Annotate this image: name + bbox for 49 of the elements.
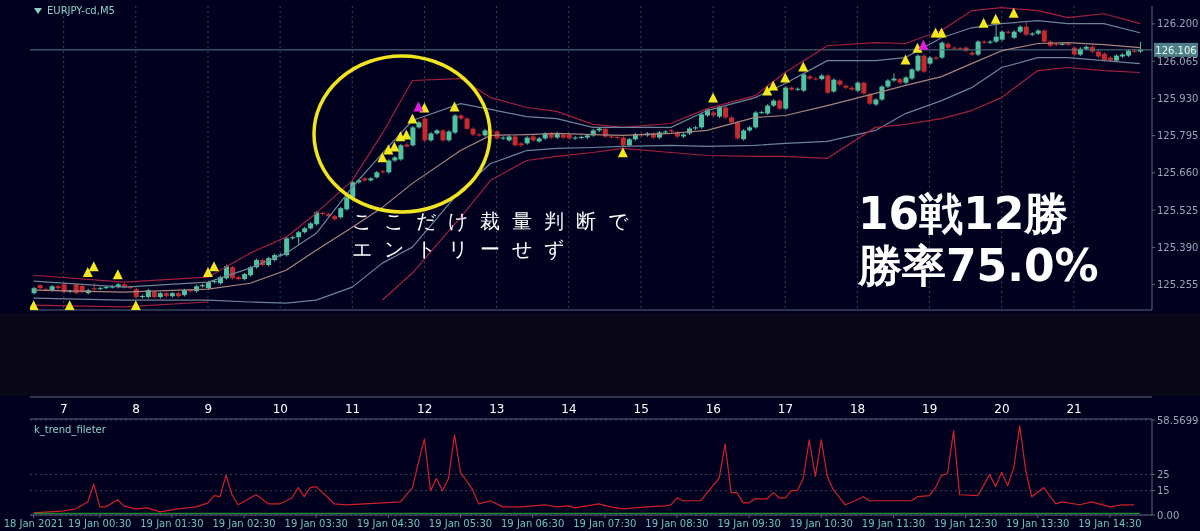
x2-tick-label: 14 [561, 402, 577, 416]
y-tick-label: 125.930 [1157, 92, 1199, 104]
y-tick-label: 0.00 [1157, 509, 1180, 521]
x2-tick-label: 20 [994, 402, 1010, 416]
x-tick-label: 19 Jan 00:30 [68, 518, 132, 530]
x2-tick-label: 12 [417, 402, 433, 416]
x-tick-label: 19 Jan 14:30 [1078, 518, 1142, 530]
y-tick-label: 125.795 [1157, 130, 1199, 142]
x2-tick-label: 13 [489, 402, 505, 416]
x-tick-label: 19 Jan 09:30 [717, 518, 781, 530]
chart-title: k_trend_fileter [34, 424, 106, 435]
x2-tick-label: 21 [1066, 402, 1082, 416]
x-tick-label: 19 Jan 02:30 [212, 518, 276, 530]
y-tick-label: 126.200 [1157, 18, 1199, 30]
x2-tick-label: 10 [272, 402, 289, 416]
x2-tick-label: 7 [60, 402, 68, 416]
x-tick-label: 19 Jan 05:30 [428, 518, 493, 530]
y-tick-label: 58.5699 [1157, 414, 1199, 426]
x2-tick-label: 16 [705, 402, 721, 416]
x-tick-label: 19 Jan 01:30 [140, 518, 204, 530]
ref-line-label: 126.106 [1155, 44, 1197, 56]
x-tick-label: 19 Jan 07:30 [573, 518, 637, 530]
x-tick-label: 19 Jan 08:30 [645, 518, 709, 530]
x-tick-label: 19 Jan 06:30 [501, 518, 565, 530]
x2-tick-label: 11 [344, 402, 361, 416]
y-tick-label: 125.525 [1157, 204, 1199, 216]
x-tick-label: 19 Jan 04:30 [356, 518, 421, 530]
y-tick-label: 15 [1157, 485, 1170, 497]
annotation: 16戦12勝 [858, 188, 1069, 239]
x2-tick-label: 8 [132, 402, 140, 416]
x-tick-label: 18 Jan 2021 [3, 518, 64, 530]
x-tick-label: 19 Jan 03:30 [284, 518, 348, 530]
x2-tick-label: 17 [777, 402, 794, 416]
chart-title: EURJPY-cd,M5 [47, 5, 115, 16]
annotation: エントリーせず [352, 237, 576, 261]
y-tick-label: 125.660 [1157, 167, 1199, 179]
y-tick-label: 125.255 [1157, 279, 1199, 291]
x-tick-label: 19 Jan 10:30 [789, 518, 853, 530]
y-tick-label: 25 [1157, 469, 1170, 480]
x2-tick-label: 15 [633, 402, 649, 416]
x-tick-label: 19 Jan 13:30 [1006, 518, 1070, 530]
x2-tick-label: 18 [849, 402, 866, 416]
x2-tick-label: 9 [204, 402, 213, 416]
annotation: 勝率75.0% [858, 240, 1099, 291]
x-tick-label: 19 Jan 11:30 [861, 518, 926, 530]
x-tick-label: 19 Jan 12:30 [933, 518, 998, 530]
x2-tick-label: 19 [922, 402, 938, 416]
y-tick-label: 125.390 [1157, 241, 1199, 253]
y-tick-label: 126.065 [1157, 55, 1199, 67]
